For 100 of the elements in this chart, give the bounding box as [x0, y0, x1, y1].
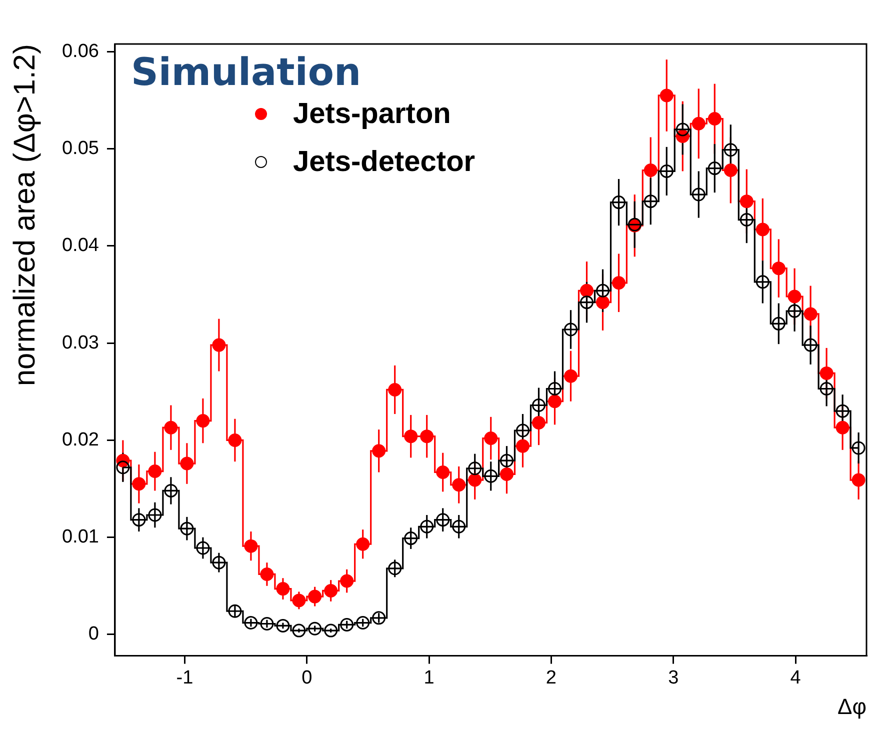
- y-tick-label: 0.06: [62, 41, 99, 62]
- point: [292, 624, 306, 638]
- point: [836, 404, 850, 418]
- point: [324, 624, 338, 638]
- point: [708, 162, 722, 176]
- point: [660, 88, 674, 102]
- point: [276, 618, 290, 632]
- point: [212, 556, 226, 570]
- y-tick-label: 0.03: [62, 332, 99, 354]
- point: [420, 520, 434, 534]
- point: [244, 539, 258, 553]
- point: [788, 304, 802, 318]
- point: [228, 433, 242, 447]
- point: [532, 398, 546, 412]
- point: [132, 513, 146, 527]
- point: [340, 574, 354, 588]
- point: [404, 532, 418, 546]
- point: [404, 430, 418, 444]
- point: [484, 469, 498, 483]
- point: [660, 164, 674, 178]
- point: [228, 604, 242, 618]
- point: [308, 622, 322, 636]
- point: [564, 369, 578, 383]
- point: [372, 611, 386, 625]
- point: [148, 508, 162, 522]
- point: [196, 541, 210, 555]
- point: [436, 466, 450, 480]
- legend-label: Jets-detector: [292, 146, 476, 178]
- point: [676, 122, 690, 136]
- point: [164, 484, 178, 498]
- y-tick-label: 0: [88, 624, 99, 645]
- point: [772, 316, 786, 330]
- point: [500, 454, 514, 468]
- point: [820, 382, 834, 396]
- point: [788, 290, 802, 304]
- point: [292, 594, 306, 608]
- point: [244, 616, 258, 630]
- point: [436, 513, 450, 527]
- point: [420, 430, 434, 444]
- point: [116, 460, 130, 474]
- point: [724, 143, 738, 157]
- legend-label: Jets-parton: [292, 98, 451, 130]
- point: [452, 478, 466, 492]
- y-axis-title: normalized area (Δφ>1.2): [8, 44, 42, 386]
- point: [548, 394, 562, 408]
- point: [836, 420, 850, 434]
- point: [180, 456, 194, 470]
- point: [260, 567, 274, 581]
- point: [644, 163, 658, 177]
- x-tick-label: 1: [424, 667, 434, 688]
- point: [692, 116, 706, 130]
- point: [564, 322, 578, 336]
- point: [852, 473, 866, 487]
- x-tick-label: 0: [302, 667, 312, 688]
- point: [532, 416, 546, 430]
- point: [708, 112, 722, 126]
- point: [644, 194, 658, 208]
- point: [452, 520, 466, 534]
- point: [804, 338, 818, 352]
- point: [388, 382, 402, 396]
- y-tick-label: 0.02: [62, 429, 99, 450]
- point: [356, 537, 370, 551]
- point: [340, 618, 354, 632]
- y-tick-label: 0.04: [62, 235, 100, 256]
- point: [596, 296, 610, 310]
- point: [580, 296, 594, 310]
- point: [212, 338, 226, 352]
- point: [468, 473, 482, 487]
- point: [740, 194, 754, 208]
- x-tick-label: 2: [546, 667, 556, 688]
- point: [308, 590, 322, 604]
- point: [196, 414, 210, 428]
- x-tick-label: -1: [176, 667, 194, 688]
- point: [772, 262, 786, 276]
- point: [388, 562, 402, 576]
- point: [132, 477, 146, 491]
- point: [372, 444, 386, 458]
- point: [724, 163, 738, 177]
- y-tick-label: 0.05: [62, 138, 99, 160]
- point: [148, 464, 162, 478]
- x-tick-label: 3: [668, 667, 679, 688]
- x-tick-label: 4: [790, 667, 802, 688]
- point: [468, 462, 482, 476]
- point: [580, 284, 594, 298]
- point: [596, 284, 610, 298]
- point: [820, 366, 834, 380]
- point: [612, 196, 626, 210]
- point: [612, 276, 626, 290]
- point: [276, 582, 290, 596]
- point: [500, 467, 514, 481]
- point: [516, 424, 530, 438]
- point: [756, 222, 770, 236]
- point: [548, 382, 562, 396]
- point: [484, 432, 498, 446]
- y-tick-label: 0.01: [62, 526, 99, 548]
- point: [804, 307, 818, 321]
- point: [740, 213, 754, 227]
- point: [260, 617, 274, 631]
- point: [164, 420, 178, 434]
- point: [516, 439, 530, 453]
